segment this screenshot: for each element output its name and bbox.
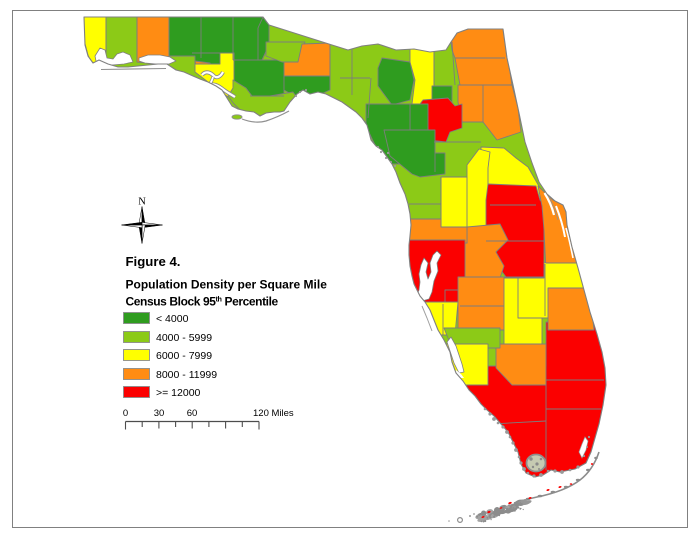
svg-text:120 Miles: 120 Miles [253,408,294,419]
svg-text:60: 60 [187,408,198,419]
svg-text:6000 - 7999: 6000 - 7999 [156,350,212,362]
svg-text:< 4000: < 4000 [156,313,189,325]
svg-text:N: N [138,197,146,208]
svg-text:Figure 4.: Figure 4. [126,254,181,269]
svg-text:30: 30 [154,408,165,419]
svg-text:>= 12000: >= 12000 [156,387,201,399]
svg-text:8000 - 11999: 8000 - 11999 [156,369,217,381]
svg-text:Census Block 95th Percentile: Census Block 95th Percentile [126,295,279,309]
svg-text:4000 - 5999: 4000 - 5999 [156,332,212,344]
svg-text:Population Density per Square: Population Density per Square Mile [126,278,328,292]
svg-text:0: 0 [123,408,128,419]
